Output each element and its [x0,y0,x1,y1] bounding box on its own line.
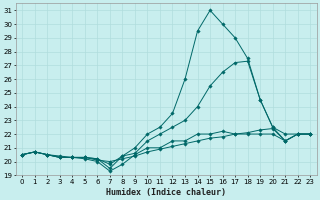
X-axis label: Humidex (Indice chaleur): Humidex (Indice chaleur) [106,188,226,197]
